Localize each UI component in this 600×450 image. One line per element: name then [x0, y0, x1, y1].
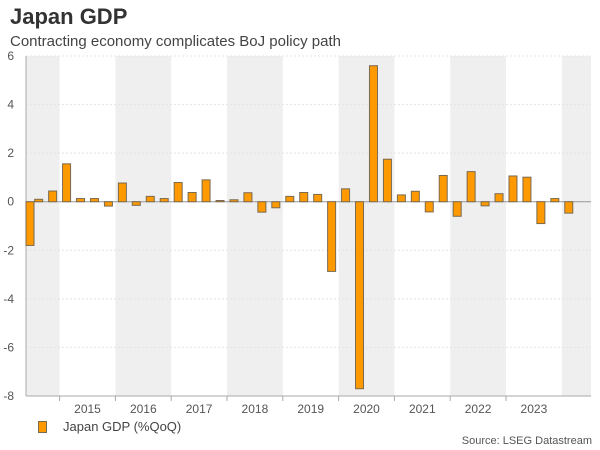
bar [117, 182, 127, 203]
x-tick-label: 2019 [297, 402, 324, 416]
bar [341, 188, 351, 203]
bar [173, 182, 183, 203]
bar [271, 201, 281, 209]
bar [494, 193, 504, 203]
y-tick-label: 4 [7, 98, 14, 112]
y-tick-label: -6 [3, 340, 14, 354]
bar [62, 163, 72, 203]
bar [48, 190, 58, 203]
x-tick-label: 2017 [186, 402, 213, 416]
bar [243, 192, 253, 203]
chart-subtitle: Contracting economy complicates BoJ poli… [10, 33, 341, 50]
bar [410, 190, 420, 203]
legend-swatch [38, 420, 47, 433]
bar [466, 171, 476, 203]
year-band [561, 56, 591, 396]
bar [327, 201, 337, 272]
bar [424, 201, 434, 213]
bar [187, 191, 197, 203]
bar [215, 200, 225, 203]
x-tick-label: 2018 [242, 402, 269, 416]
bar [564, 201, 574, 214]
year-band [338, 56, 395, 396]
year-band [227, 56, 283, 396]
y-tick-label: -4 [3, 292, 14, 306]
bar [131, 201, 141, 206]
chart-title: Japan GDP [10, 4, 128, 29]
y-tick-label: 2 [7, 146, 14, 160]
bar [159, 198, 169, 203]
y-tick-label: 0 [7, 195, 14, 209]
legend: Japan GDP (%QoQ) [38, 419, 181, 434]
bar [368, 65, 378, 203]
bar [438, 174, 448, 203]
x-tick-label: 2016 [130, 402, 157, 416]
bar [522, 176, 532, 203]
x-tick-label: 2021 [409, 402, 436, 416]
legend-label: Japan GDP (%QoQ) [63, 419, 182, 434]
bar [34, 198, 44, 203]
bar [103, 201, 113, 207]
bar [76, 198, 86, 203]
bar [89, 198, 99, 203]
x-tick-label: 2023 [521, 402, 548, 416]
bar [299, 191, 309, 203]
bar [396, 194, 406, 203]
bar [257, 201, 267, 213]
bar [382, 158, 392, 203]
y-tick-label: -2 [3, 243, 14, 257]
x-tick-label: 2022 [465, 402, 492, 416]
bar [201, 179, 211, 203]
bar [229, 199, 239, 203]
x-tick-label: 2020 [353, 402, 380, 416]
year-band [115, 56, 172, 396]
bar [313, 193, 323, 203]
source-note: Source: LSEG Datastream [461, 435, 592, 447]
bar [508, 175, 518, 203]
y-tick-label: 6 [7, 49, 14, 63]
x-tick-label: 2015 [74, 402, 101, 416]
bar [25, 201, 35, 246]
bar [536, 201, 546, 225]
bar [480, 201, 490, 207]
bar [550, 198, 560, 203]
bar [285, 195, 295, 203]
y-tick-label: -8 [3, 389, 14, 403]
bar [452, 201, 462, 217]
bar [355, 201, 365, 390]
year-band [450, 56, 506, 396]
bar [145, 195, 155, 203]
